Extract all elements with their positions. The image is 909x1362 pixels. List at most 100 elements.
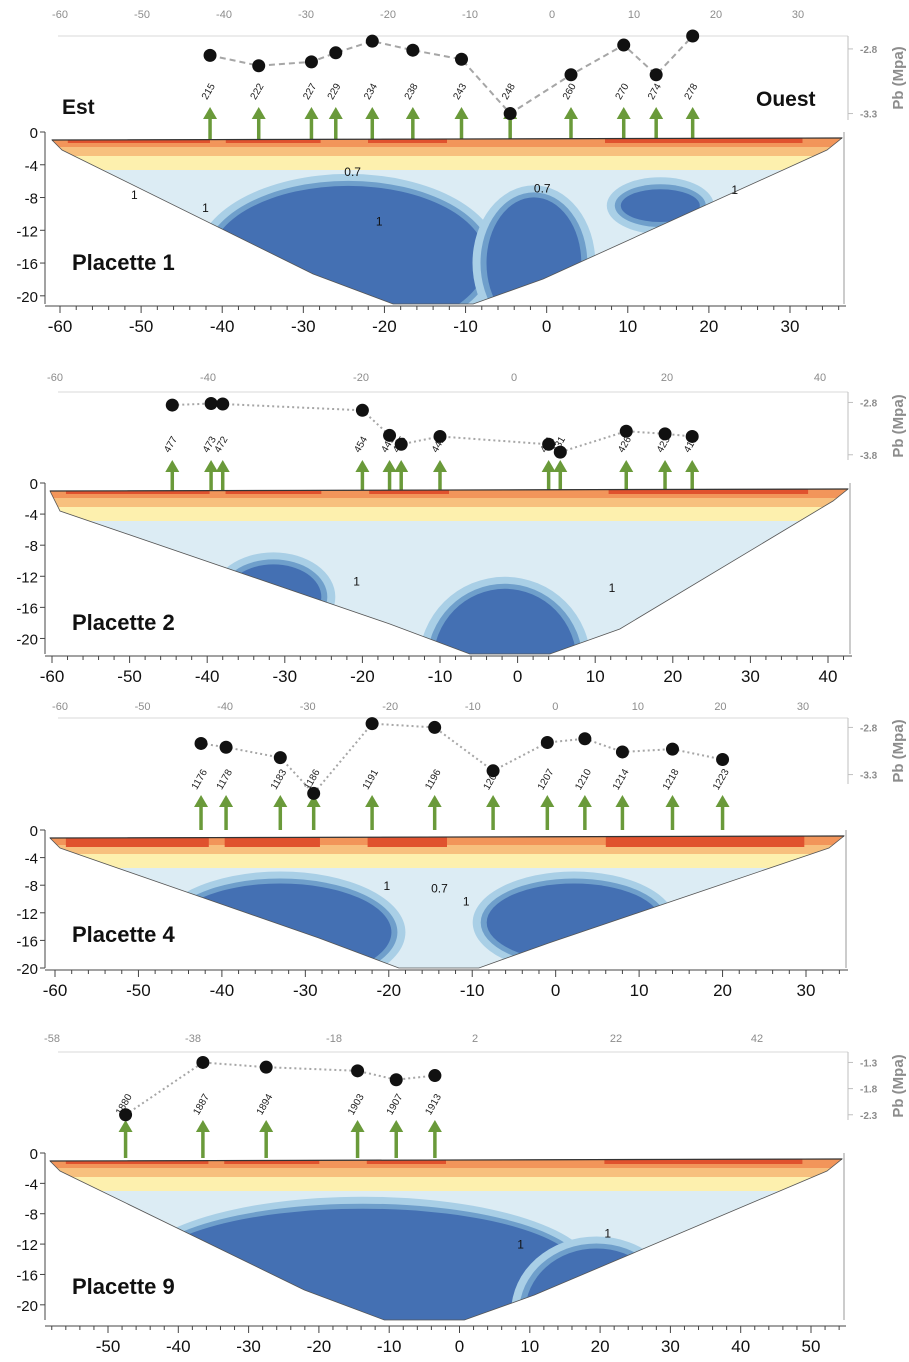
top-tick-label: 30 bbox=[797, 701, 809, 713]
bottom-tick-label: -50 bbox=[96, 1337, 121, 1356]
depth-tick-label: -16 bbox=[16, 1267, 38, 1284]
depth-tick-label: -4 bbox=[25, 507, 38, 524]
pb-point bbox=[716, 752, 730, 766]
bottom-tick-label: -10 bbox=[428, 667, 453, 686]
point-label: 274 bbox=[646, 81, 664, 101]
pb-point bbox=[686, 29, 700, 43]
pb-point bbox=[406, 43, 420, 57]
bottom-tick-label: 0 bbox=[551, 981, 560, 1000]
electrode-arrow-head bbox=[433, 460, 447, 472]
pb-point bbox=[428, 720, 442, 734]
pb-point bbox=[553, 445, 567, 459]
body-dark-blue bbox=[620, 189, 700, 223]
pb-point bbox=[665, 742, 679, 756]
pb-point bbox=[503, 107, 517, 121]
bottom-tick-label: 0 bbox=[513, 667, 522, 686]
depth-tick-label: -12 bbox=[16, 223, 38, 240]
electrode-arrow-head bbox=[165, 460, 180, 472]
bottom-tick-label: -40 bbox=[195, 667, 220, 686]
point-label: 1196 bbox=[423, 767, 443, 792]
electrode-arrow-head bbox=[427, 795, 442, 807]
pb-point bbox=[649, 68, 663, 82]
electrode-arrow-head bbox=[304, 107, 319, 119]
top-tick-label: -60 bbox=[47, 372, 63, 384]
point-label: 248 bbox=[500, 81, 518, 101]
bottom-tick-label: -20 bbox=[307, 1337, 332, 1356]
layer-red-patch bbox=[65, 1159, 209, 1164]
bottom-tick-label: -30 bbox=[273, 667, 298, 686]
top-tick-label: -60 bbox=[52, 9, 68, 21]
layer-red-patch bbox=[65, 836, 209, 847]
surface-line bbox=[49, 488, 849, 492]
contour-label: 1 bbox=[731, 183, 738, 197]
contour-label: 1 bbox=[609, 581, 616, 595]
layer-red-patch bbox=[367, 836, 447, 847]
electrode-arrow-head bbox=[365, 107, 380, 119]
section-outline bbox=[49, 835, 846, 969]
depth-tick-label: 0 bbox=[30, 125, 38, 142]
top-tick-label: -40 bbox=[216, 9, 232, 21]
point-label: 1218 bbox=[661, 767, 682, 792]
pb-tick-label: -3.8 bbox=[860, 451, 878, 462]
point-label: 227 bbox=[301, 81, 319, 101]
panel-label: Placette 4 bbox=[72, 922, 175, 947]
surface-line bbox=[49, 1158, 843, 1162]
point-label: 260 bbox=[561, 81, 579, 101]
depth-tick-label: -20 bbox=[16, 631, 38, 648]
electrode-arrow-head bbox=[454, 107, 469, 119]
bottom-tick-label: 40 bbox=[819, 667, 838, 686]
point-label: 1887 bbox=[191, 1092, 212, 1117]
layer-red-patch bbox=[65, 489, 210, 494]
depth-tick-label: -12 bbox=[16, 569, 38, 586]
east-label: Ouest bbox=[756, 88, 816, 111]
layer-red-patch bbox=[604, 1159, 803, 1164]
contour-label: 1 bbox=[463, 895, 470, 909]
pb-point bbox=[351, 1064, 365, 1078]
point-label: 1176 bbox=[190, 767, 210, 792]
electrode-arrow-head bbox=[405, 107, 420, 119]
electrode-arrow-head bbox=[365, 795, 380, 807]
section-outline bbox=[49, 488, 850, 655]
layer-red-patch bbox=[225, 138, 321, 143]
panel-label: Placette 2 bbox=[72, 610, 175, 635]
pb-axis-title: Pb (Mpa) bbox=[890, 1054, 907, 1117]
pb-point bbox=[259, 1060, 273, 1074]
depth-tick-label: 0 bbox=[30, 823, 38, 840]
top-tick-label: -60 bbox=[52, 701, 68, 713]
pb-point bbox=[685, 429, 699, 443]
layer-red-patch bbox=[224, 836, 320, 847]
section-body bbox=[50, 836, 844, 968]
pb-point bbox=[428, 1069, 442, 1083]
depth-tick-label: -16 bbox=[16, 933, 38, 950]
depth-tick-label: -4 bbox=[25, 158, 38, 175]
bottom-tick-label: 20 bbox=[699, 317, 718, 336]
pb-tick-label: -2.8 bbox=[860, 723, 878, 734]
top-tick-label: -20 bbox=[353, 372, 369, 384]
contour-label: 0.7 bbox=[431, 882, 448, 896]
depth-tick-label: -12 bbox=[16, 906, 38, 923]
top-tick-label: 20 bbox=[710, 9, 722, 21]
bottom-tick-label: 0 bbox=[542, 317, 551, 336]
electrode-arrow-head bbox=[204, 460, 219, 472]
layer-red-patch bbox=[605, 138, 803, 143]
contour-label: 1 bbox=[353, 575, 360, 589]
surface-line bbox=[49, 835, 845, 839]
depth-tick-label: -8 bbox=[25, 538, 38, 555]
pb-series-line bbox=[200, 722, 723, 795]
electrode-arrow-head bbox=[306, 795, 321, 807]
electrode-arrow-head bbox=[685, 460, 700, 472]
body-dark-blue bbox=[169, 883, 392, 968]
depth-tick-label: -16 bbox=[16, 256, 38, 273]
depth-tick-label: -20 bbox=[16, 289, 38, 306]
bottom-tick-label: -30 bbox=[236, 1337, 261, 1356]
panel-label: Placette 1 bbox=[72, 250, 175, 275]
bottom-tick-label: -20 bbox=[376, 981, 401, 1000]
pb-point bbox=[564, 68, 578, 82]
depth-tick-label: -16 bbox=[16, 600, 38, 617]
electrode-arrow-head bbox=[577, 795, 592, 807]
contour-label: 1 bbox=[517, 1237, 524, 1251]
body-dark-blue bbox=[486, 197, 582, 304]
contour-label: 0.7 bbox=[534, 181, 551, 195]
